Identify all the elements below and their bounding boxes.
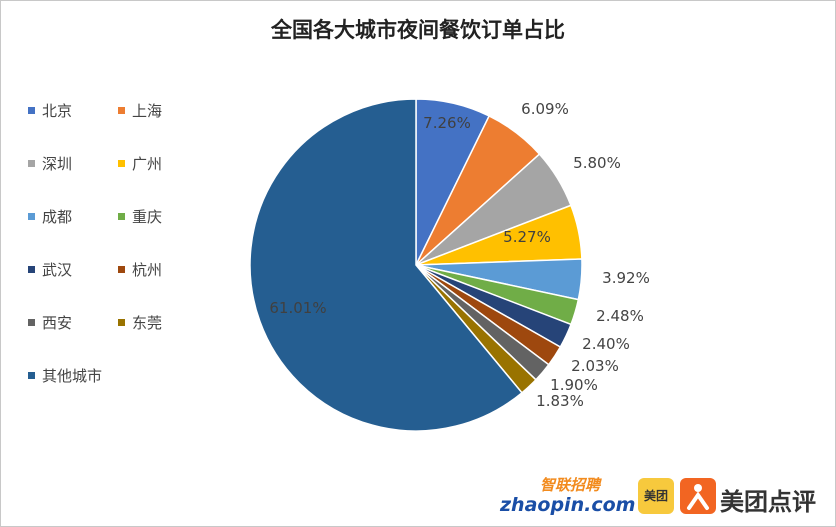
legend-item: 成都 [28, 206, 72, 227]
data-label: 61.01% [269, 299, 326, 317]
legend-item: 武汉 [28, 259, 72, 280]
footer-logos: 智联招聘 zhaopin.com 美团 美团点评 [500, 468, 836, 527]
data-label: 5.27% [503, 228, 551, 246]
legend-swatch [118, 319, 125, 326]
legend-label: 北京 [42, 102, 73, 120]
legend-item: 西安 [28, 312, 72, 333]
legend-swatch [118, 107, 125, 114]
legend-swatch [118, 160, 125, 167]
legend-item: 重庆 [118, 206, 162, 227]
meituan-icon: 美团 [638, 478, 674, 514]
data-label: 7.26% [423, 114, 471, 132]
chart-title: 全国各大城市夜间餐饮订单占比 [271, 18, 565, 42]
legend-swatch [118, 266, 125, 273]
meituan-dianping-logo-text: 美团点评 [720, 488, 816, 516]
legend-label: 东莞 [132, 314, 163, 332]
legend-swatch [118, 213, 125, 220]
data-label: 6.09% [521, 100, 569, 118]
legend-swatch [28, 107, 35, 114]
data-label: 1.83% [536, 392, 584, 410]
chart-legend: 北京 上海深圳 广州成都 重庆武汉 杭州西安 东莞其他城市 [28, 100, 218, 390]
legend-item: 上海 [118, 100, 162, 121]
legend-swatch [28, 213, 35, 220]
legend-item: 其他城市 [28, 365, 102, 386]
zhaopin-logo-cn: 智联招聘 [540, 476, 601, 494]
legend-label: 深圳 [42, 155, 73, 173]
legend-item: 广州 [118, 153, 162, 174]
dianping-icon [680, 478, 716, 514]
legend-swatch [28, 266, 35, 273]
legend-label: 西安 [42, 314, 73, 332]
data-label: 2.03% [571, 357, 619, 375]
legend-item: 东莞 [118, 312, 162, 333]
legend-swatch [28, 160, 35, 167]
data-label: 1.90% [550, 376, 598, 394]
legend-swatch [28, 372, 35, 379]
legend-label: 上海 [132, 102, 163, 120]
zhaopin-logo-en: zhaopin.com [500, 494, 636, 516]
legend-label: 广州 [132, 155, 163, 173]
zhaopin-logo: 智联招聘 zhaopin.com [500, 474, 635, 520]
pie-slice [249, 98, 523, 432]
legend-swatch [28, 319, 35, 326]
data-label: 5.80% [573, 154, 621, 172]
legend-label: 重庆 [132, 208, 163, 226]
data-label: 3.92% [602, 269, 650, 287]
data-label: 2.48% [596, 307, 644, 325]
legend-label: 杭州 [132, 261, 163, 279]
legend-label: 其他城市 [42, 367, 103, 385]
data-label: 2.40% [582, 335, 630, 353]
legend-item: 杭州 [118, 259, 162, 280]
legend-item: 北京 [28, 100, 72, 121]
legend-item: 深圳 [28, 153, 72, 174]
legend-label: 成都 [42, 208, 73, 226]
legend-label: 武汉 [42, 261, 73, 279]
